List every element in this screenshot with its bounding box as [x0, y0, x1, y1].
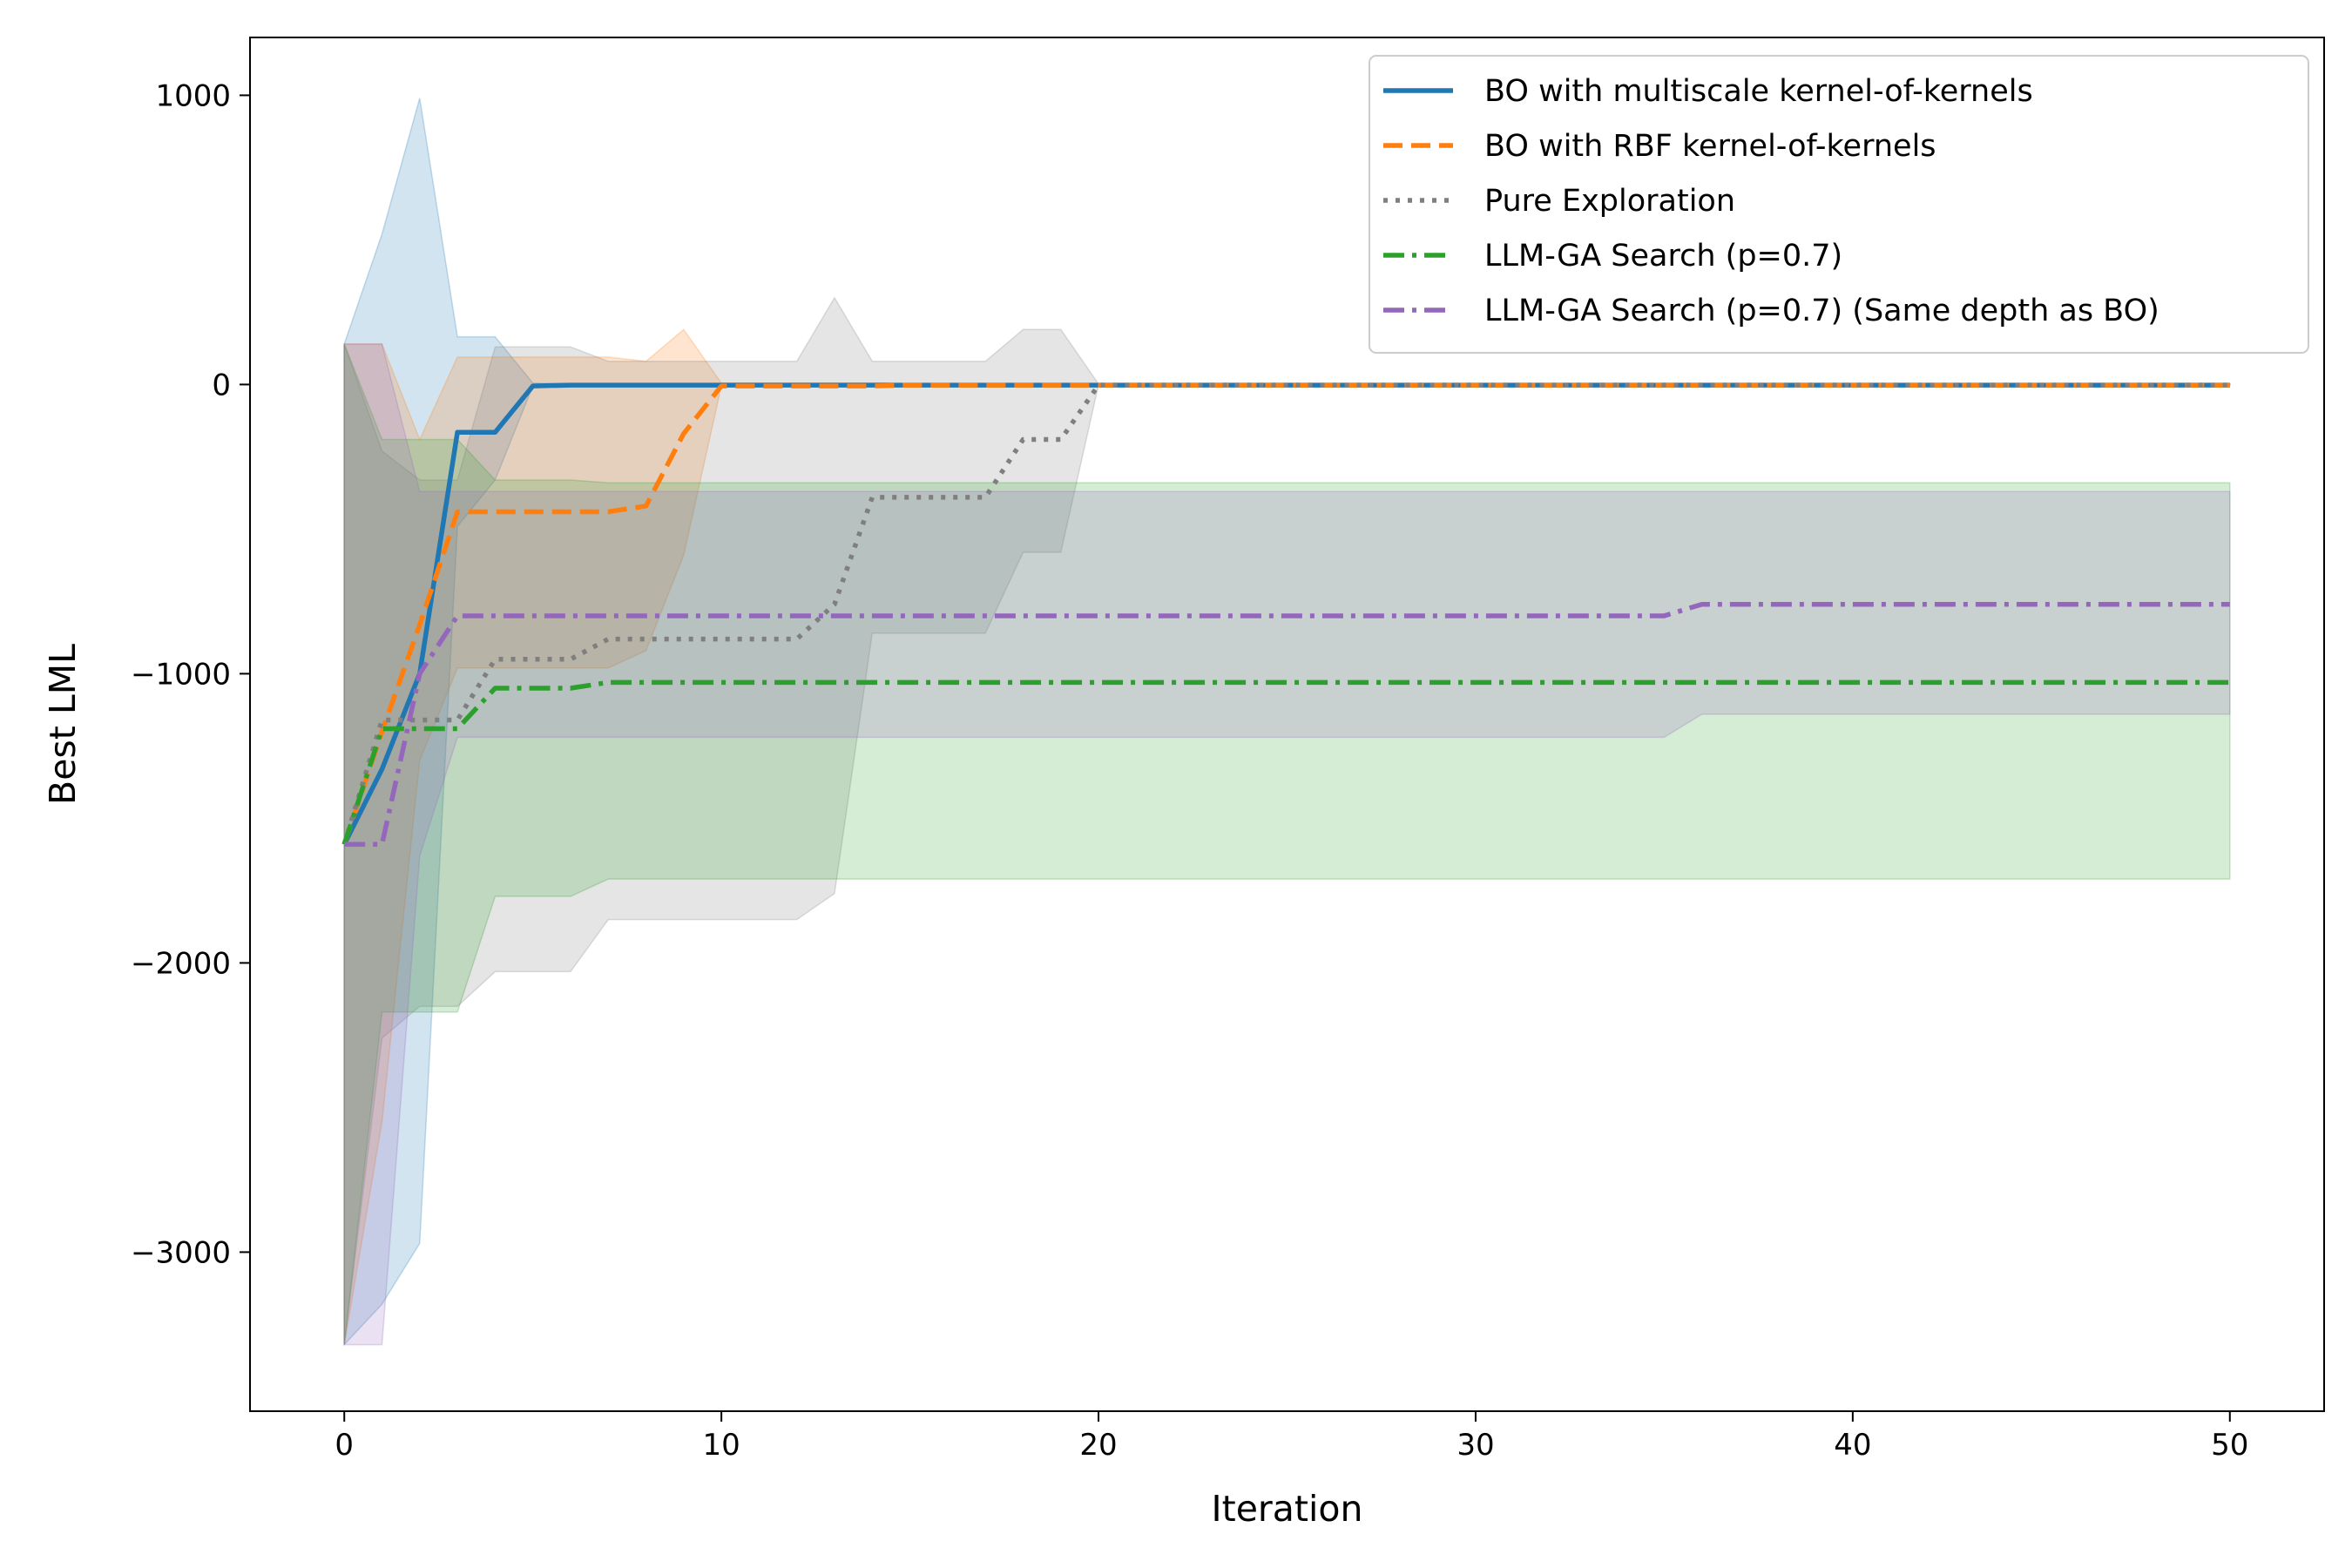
x-axis-label: Iteration	[1212, 1488, 1363, 1530]
band-5	[343, 343, 2231, 1346]
y-tick-label: −2000	[131, 946, 231, 981]
plot-frame	[249, 37, 2325, 1412]
legend-label-4: LLM-GA Search (p=0.7)	[1484, 239, 1842, 274]
x-tick-label: 30	[1456, 1428, 1494, 1463]
y-tick-label: 0	[212, 368, 231, 402]
x-axis: 0 10 20 30 40 50	[335, 1411, 2248, 1463]
legend: BO with multiscale kernel-of-kernels BO w…	[1369, 55, 2309, 354]
x-tick-label: 20	[1079, 1428, 1117, 1463]
x-tick-label: 50	[2211, 1428, 2248, 1463]
y-tick-label: −1000	[131, 657, 231, 692]
legend-label-2: BO with RBF kernel-of-kernels	[1484, 129, 1936, 164]
legend-label-3: Pure Exploration	[1484, 184, 1735, 219]
y-tick-label: 1000	[155, 78, 231, 113]
series-lines	[341, 382, 2230, 848]
y-axis: 1000 0 −1000 −2000 −3000	[131, 78, 250, 1270]
x-tick-label: 40	[1834, 1428, 1871, 1463]
series-line-3	[341, 382, 2230, 846]
series-line-5	[344, 601, 2230, 848]
series-line-1	[341, 382, 2230, 846]
y-tick-label: −3000	[131, 1235, 231, 1270]
x-tick-label: 10	[703, 1428, 740, 1463]
legend-label-1: BO with multiscale kernel-of-kernels	[1484, 74, 2033, 109]
legend-box	[1369, 55, 2309, 354]
legend-label-5: LLM-GA Search (p=0.7) (Same depth as BO)	[1484, 294, 2159, 328]
x-tick-label: 0	[335, 1428, 354, 1463]
series-line-4	[341, 679, 2230, 846]
y-axis-label: Best LML	[42, 644, 84, 805]
confidence-bands	[343, 98, 2231, 1347]
series-line-2	[341, 382, 2230, 846]
